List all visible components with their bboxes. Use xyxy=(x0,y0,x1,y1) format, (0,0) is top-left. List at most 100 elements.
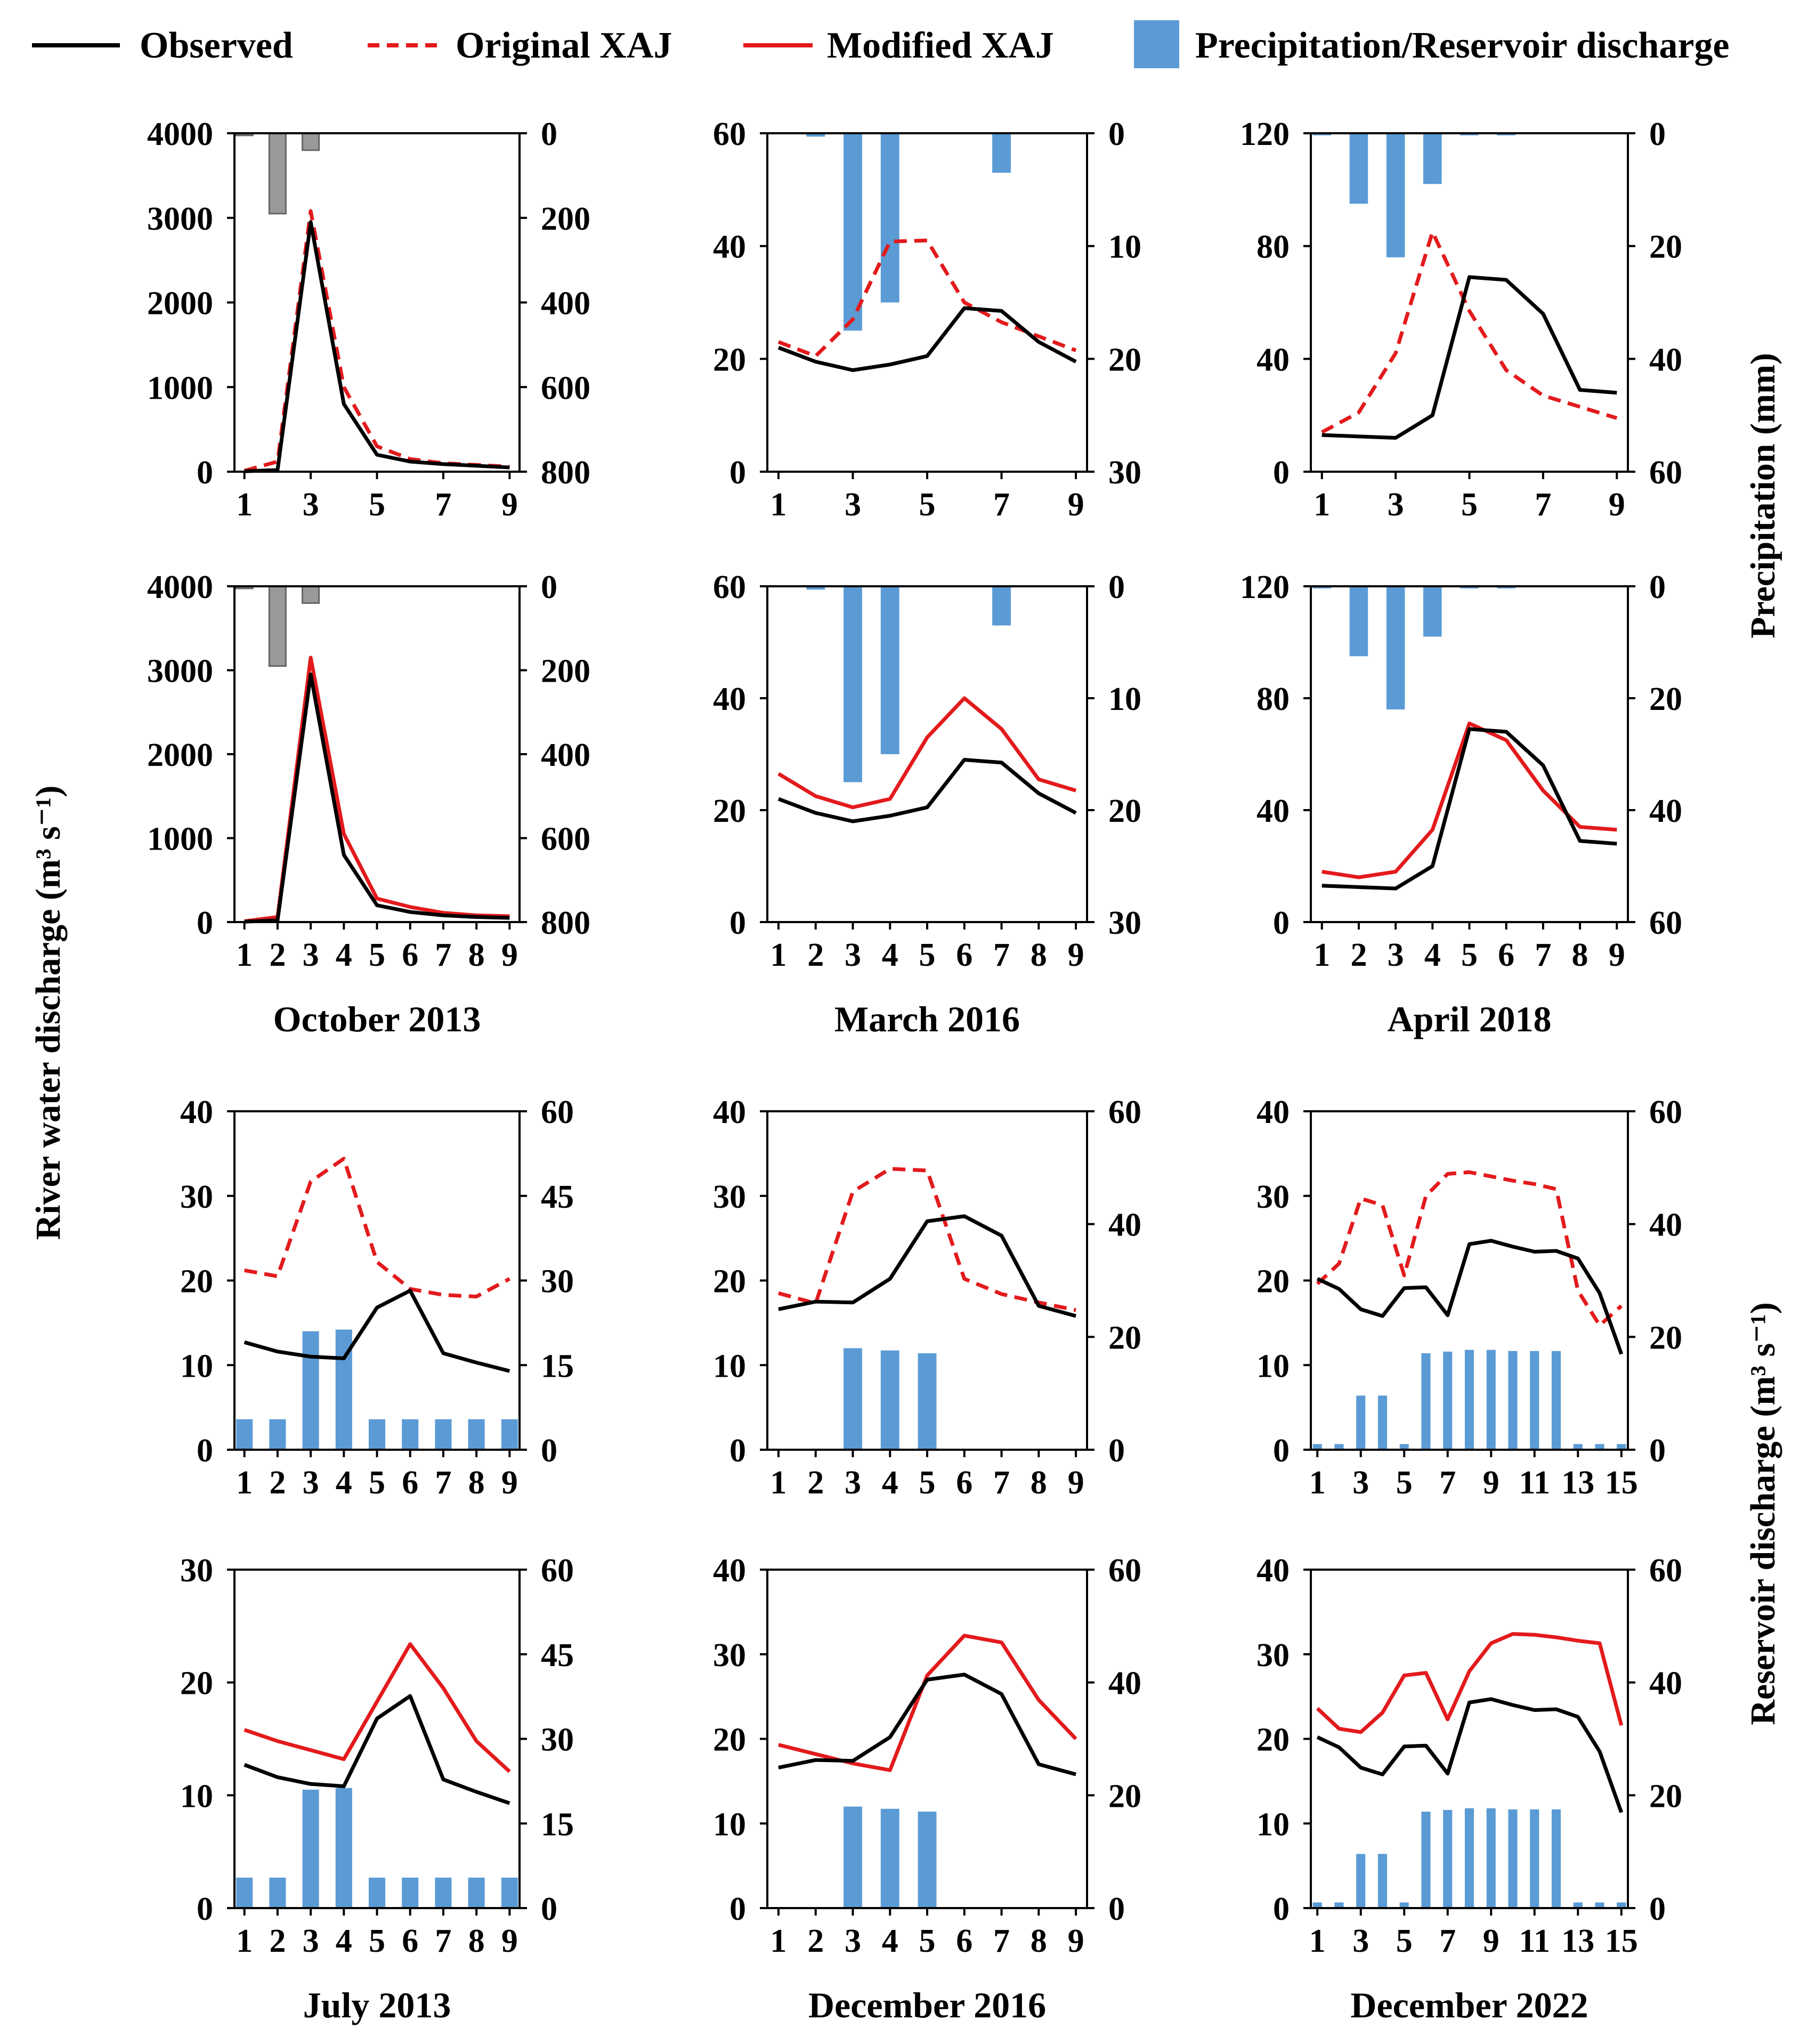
y2-tick-label: 20 xyxy=(1649,1778,1682,1814)
x-tick-label: 2 xyxy=(1350,937,1367,973)
x-tick-label: 1 xyxy=(236,487,253,523)
bar-mar2016-original-2 xyxy=(806,133,825,137)
x-tick-label: 2 xyxy=(807,1465,824,1501)
x-tick-label: 9 xyxy=(1483,1923,1499,1959)
y2-tick-label: 15 xyxy=(541,1348,574,1384)
y2-tick-label: 0 xyxy=(541,569,557,605)
bar-mar2016-original-4 xyxy=(880,133,899,303)
y-tick-label: 40 xyxy=(1256,793,1290,829)
bar-dec2022-original-1 xyxy=(1312,1444,1322,1450)
bar-jul2013-original-2 xyxy=(269,1419,286,1450)
x-tick-label: 6 xyxy=(402,1465,418,1501)
y2-tick-label: 40 xyxy=(1649,793,1682,829)
bar-dec2022-modified-1 xyxy=(1312,1902,1322,1908)
bar-apr2018-modified-3 xyxy=(1386,586,1405,709)
modified-xaj-line-apr2018-modified xyxy=(1321,721,1617,879)
bar-jul2013-original-5 xyxy=(368,1419,386,1450)
x-tick-label: 3 xyxy=(303,1465,319,1501)
x-tick-label: 3 xyxy=(845,1465,861,1501)
y-tick-label: 60 xyxy=(713,116,746,152)
x-tick-label: 9 xyxy=(1068,1465,1084,1501)
y-tick-label: 40 xyxy=(1256,1553,1290,1589)
x-tick-label: 9 xyxy=(501,1465,518,1501)
y2-tick-label: 20 xyxy=(1649,681,1682,717)
y-tick-label: 10 xyxy=(180,1778,213,1814)
y2-tick-label: 20 xyxy=(1649,229,1682,265)
x-tick-label: 9 xyxy=(1609,937,1625,973)
legend-observed-label: Observed xyxy=(140,25,293,66)
y-tick-label: 4000 xyxy=(147,569,213,605)
x-tick-label: 9 xyxy=(1609,487,1625,523)
bar-jul2013-original-7 xyxy=(435,1419,452,1450)
x-tick-label: 3 xyxy=(1388,487,1404,523)
y-tick-label: 0 xyxy=(729,455,746,491)
bar-dec2022-modified-5 xyxy=(1399,1902,1409,1908)
y2-tick-label: 60 xyxy=(1649,1553,1682,1589)
bar-mar2016-modified-4 xyxy=(880,586,899,754)
x-tick-label: 7 xyxy=(993,1923,1010,1959)
x-tick-label: 3 xyxy=(1352,1465,1369,1501)
bar-dec2022-original-2 xyxy=(1334,1444,1344,1450)
y2-tick-label: 600 xyxy=(541,370,590,406)
plot-frame-jul2013-original xyxy=(233,1110,521,1451)
x-tick-label: 8 xyxy=(468,1465,485,1501)
y-tick-label: 20 xyxy=(713,1264,746,1300)
y-tick-label: 20 xyxy=(1256,1722,1290,1758)
chart-title: July 2013 xyxy=(303,1985,451,2025)
x-tick-label: 5 xyxy=(369,1465,385,1501)
x-tick-label: 9 xyxy=(501,937,518,973)
observed-line-oct2013-original xyxy=(244,220,510,473)
x-tick-label: 15 xyxy=(1605,1923,1638,1959)
bar-oct2013-modified-3 xyxy=(302,585,320,604)
y-tick-label: 0 xyxy=(729,1891,746,1927)
x-tick-label: 2 xyxy=(269,1465,286,1501)
bar-dec2022-modified-14 xyxy=(1595,1902,1604,1908)
y2-tick-label: 60 xyxy=(1649,455,1682,491)
y2-tick-label: 20 xyxy=(1108,1320,1141,1356)
y2-tick-label: 15 xyxy=(541,1806,574,1843)
x-tick-label: 8 xyxy=(1031,1465,1047,1501)
bar-jul2013-original-1 xyxy=(236,1419,253,1450)
y2-tick-label: 60 xyxy=(541,1553,574,1589)
y-tick-label: 0 xyxy=(197,1433,213,1469)
bar-dec2022-original-14 xyxy=(1595,1444,1604,1450)
bar-dec2022-original-6 xyxy=(1421,1353,1431,1450)
y2-tick-label: 30 xyxy=(1108,455,1141,491)
y-tick-label: 3000 xyxy=(147,201,213,237)
x-tick-label: 3 xyxy=(303,487,319,523)
bar-dec2022-modified-3 xyxy=(1356,1854,1366,1908)
y2-tick-label: 30 xyxy=(541,1722,574,1758)
y-tick-label: 40 xyxy=(1256,1094,1290,1130)
bar-dec2016-modified-4 xyxy=(880,1808,899,1908)
y2-tick-label: 200 xyxy=(541,653,590,690)
x-tick-label: 9 xyxy=(1068,487,1084,523)
bar-mar2016-modified-3 xyxy=(844,586,862,782)
y2-tick-label: 40 xyxy=(1649,1207,1682,1243)
y2-tick-label: 400 xyxy=(541,286,590,322)
x-tick-label: 4 xyxy=(882,1923,898,1959)
x-tick-label: 13 xyxy=(1561,1465,1594,1501)
y-tick-label: 20 xyxy=(713,793,746,829)
y-tick-label: 120 xyxy=(1240,569,1290,605)
modified-xaj-line-dec2016-modified xyxy=(778,1634,1077,1772)
observed-line-dec2016-modified xyxy=(778,1673,1076,1776)
y-tick-label: 10 xyxy=(180,1348,213,1384)
y-tick-label: 2000 xyxy=(147,737,213,773)
y-tick-label: 0 xyxy=(1273,1891,1290,1927)
x-tick-label: 1 xyxy=(1314,937,1330,973)
x-tick-label: 1 xyxy=(770,937,787,973)
bar-mar2016-original-7 xyxy=(992,133,1011,173)
y-tick-label: 2000 xyxy=(147,286,213,322)
bar-jul2013-modified-7 xyxy=(435,1877,452,1908)
modified-xaj-line-jul2013-modified xyxy=(244,1642,511,1773)
x-tick-label: 1 xyxy=(1314,487,1330,523)
legend-bars-label: Precipitation/Reservoir discharge xyxy=(1195,25,1730,66)
y-tick-label: 10 xyxy=(1256,1348,1290,1384)
y-tick-label: 20 xyxy=(1256,1264,1290,1300)
bar-dec2022-original-8 xyxy=(1464,1350,1474,1450)
x-tick-label: 11 xyxy=(1519,1923,1550,1959)
x-tick-label: 3 xyxy=(845,937,861,973)
